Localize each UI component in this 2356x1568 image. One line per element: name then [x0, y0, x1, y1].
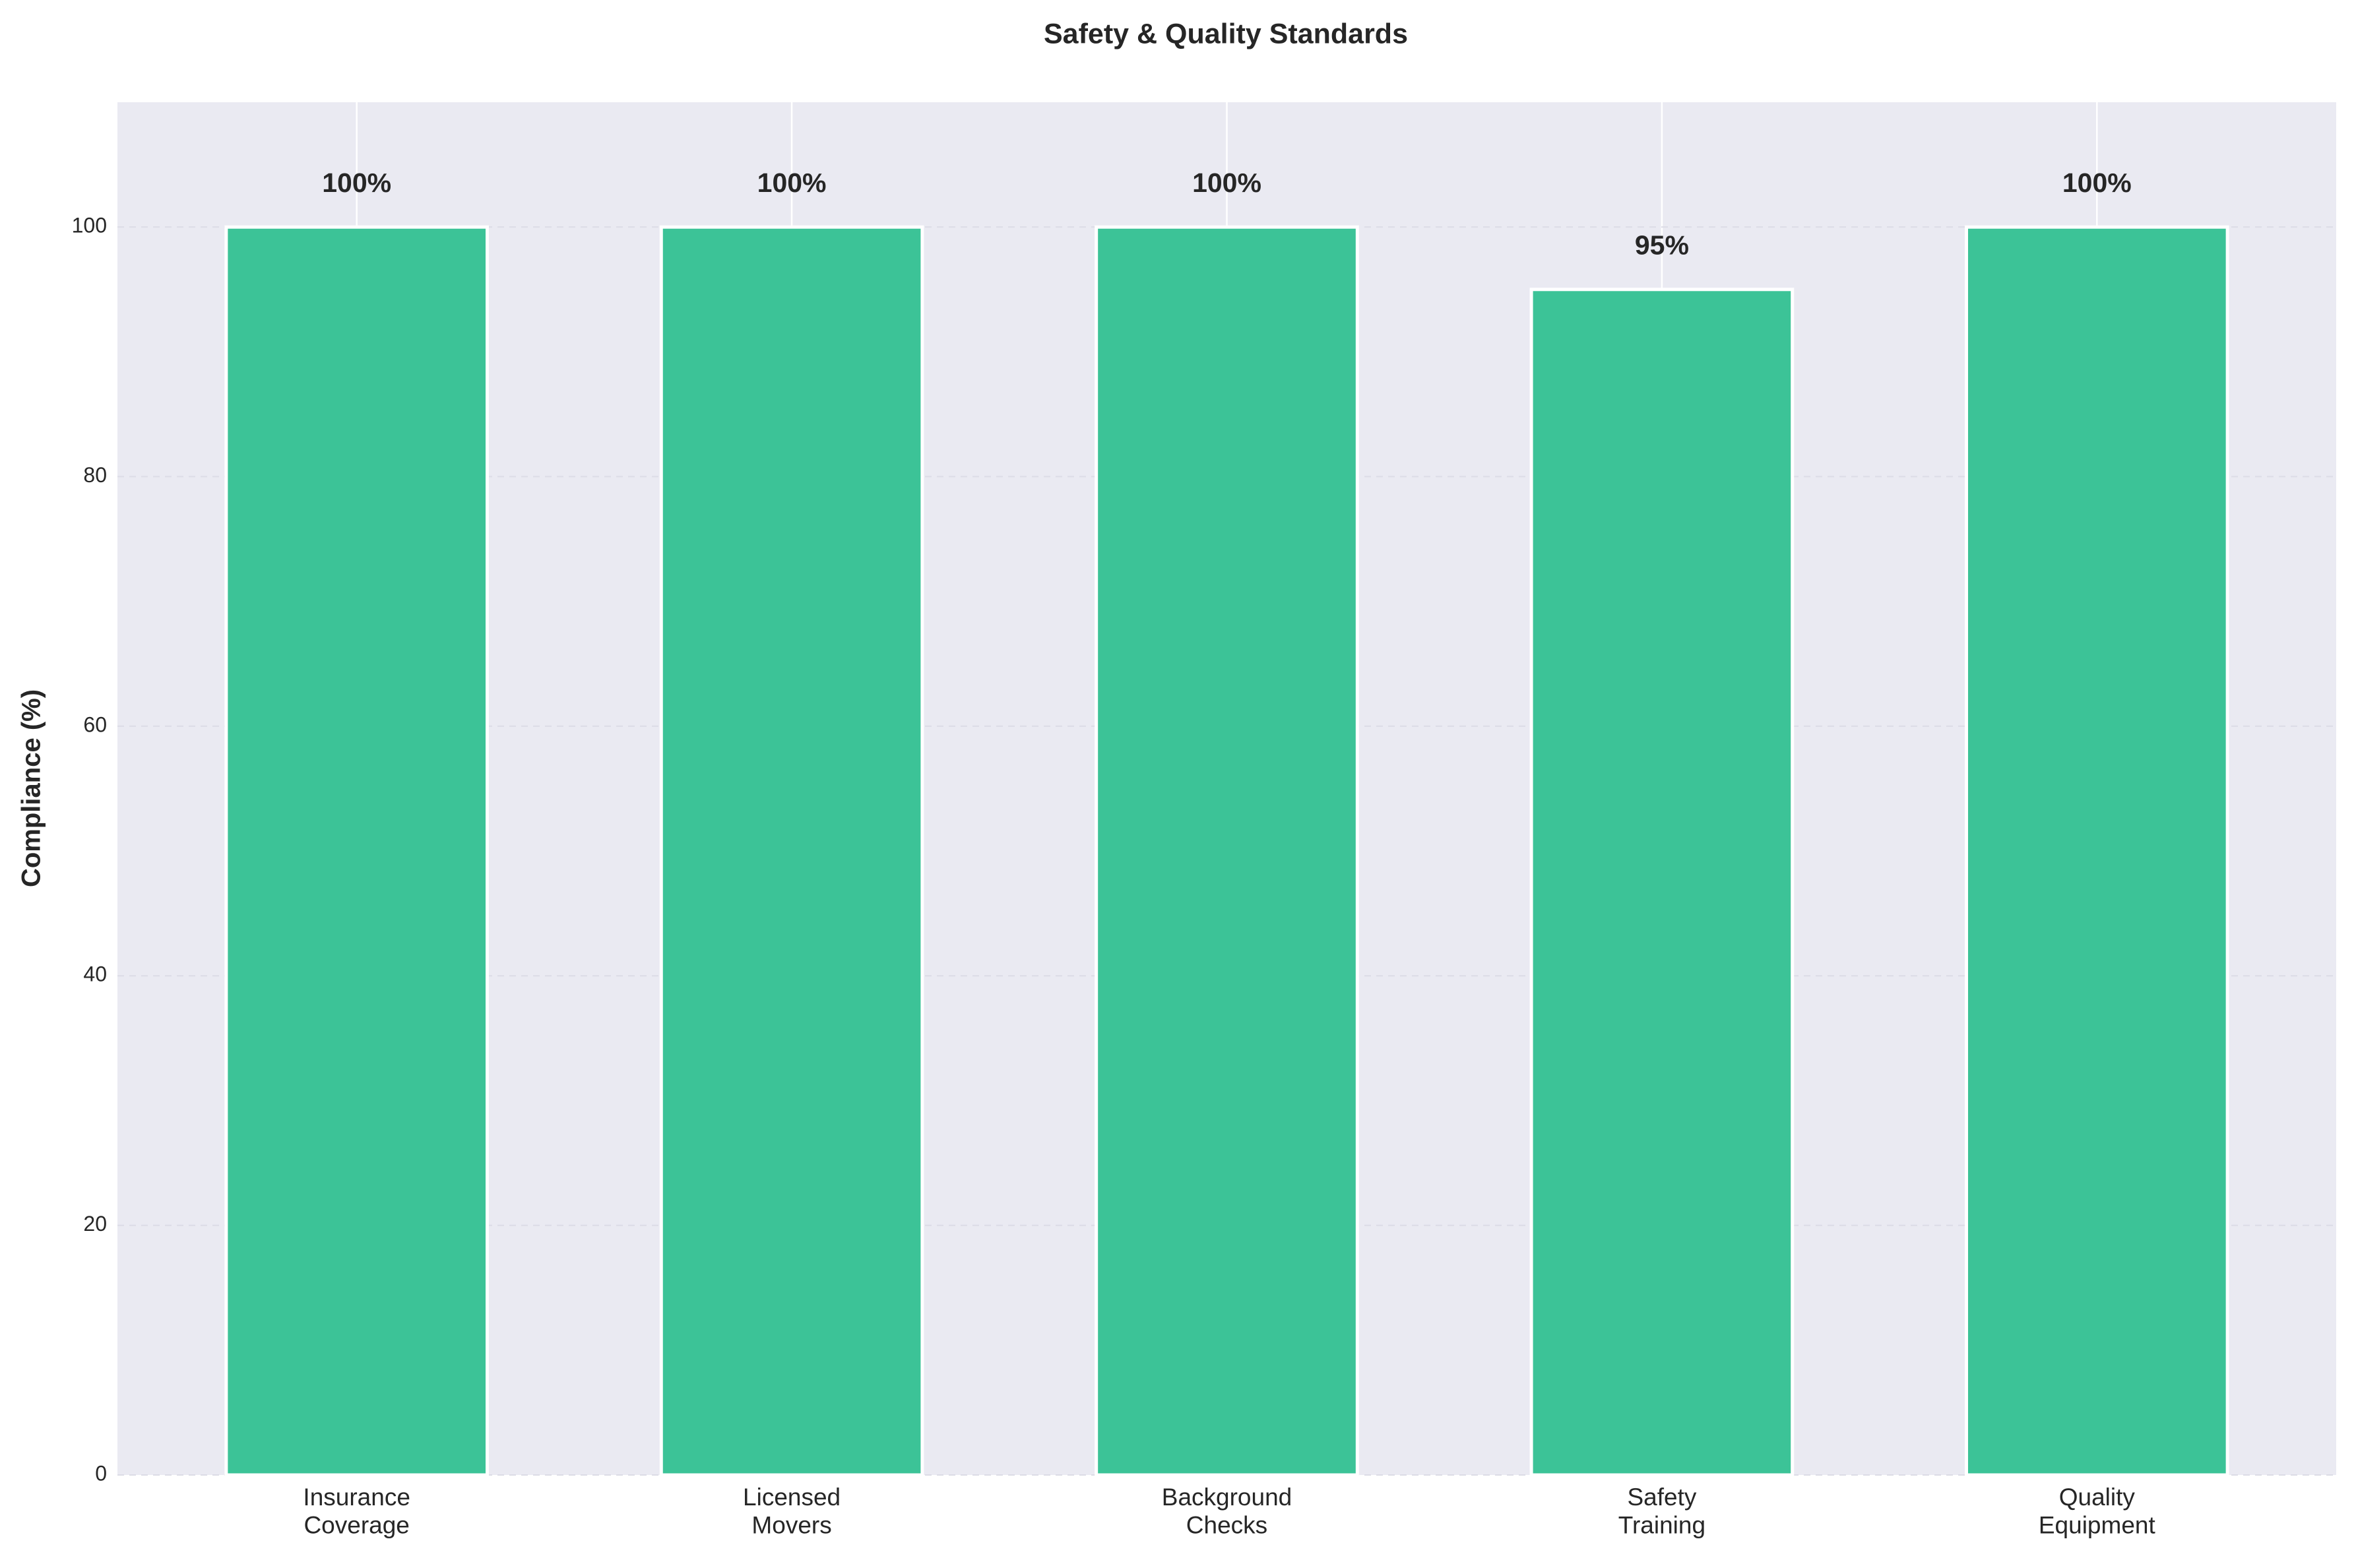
bar — [224, 225, 489, 1477]
value-label: 95% — [1635, 230, 1689, 261]
x-tick-label: Insurance Coverage — [303, 1484, 410, 1539]
bar — [659, 225, 924, 1477]
bar — [1529, 288, 1795, 1477]
y-tick-label: 60 — [83, 712, 107, 736]
value-label: 100% — [2062, 168, 2132, 198]
y-tick-label: 100 — [72, 214, 107, 237]
y-tick-label: 80 — [83, 463, 107, 487]
y-tick-label: 0 — [95, 1461, 107, 1485]
y-axis-label: Compliance (%) — [17, 689, 46, 887]
bar — [1965, 225, 2229, 1477]
y-tick-label: 40 — [83, 962, 107, 986]
x-tick-label: Safety Training — [1618, 1484, 1705, 1539]
x-tick-label: Quality Equipment — [2039, 1484, 2156, 1539]
bar — [1095, 225, 1359, 1477]
x-tick-label: Background Checks — [1162, 1484, 1292, 1539]
value-label: 100% — [322, 168, 391, 198]
value-label: 100% — [1192, 168, 1261, 198]
chart-title: Safety & Quality Standards — [1044, 18, 1408, 49]
value-label: 100% — [757, 168, 827, 198]
y-tick-label: 20 — [83, 1212, 107, 1236]
x-tick-label: Licensed Movers — [743, 1484, 841, 1539]
